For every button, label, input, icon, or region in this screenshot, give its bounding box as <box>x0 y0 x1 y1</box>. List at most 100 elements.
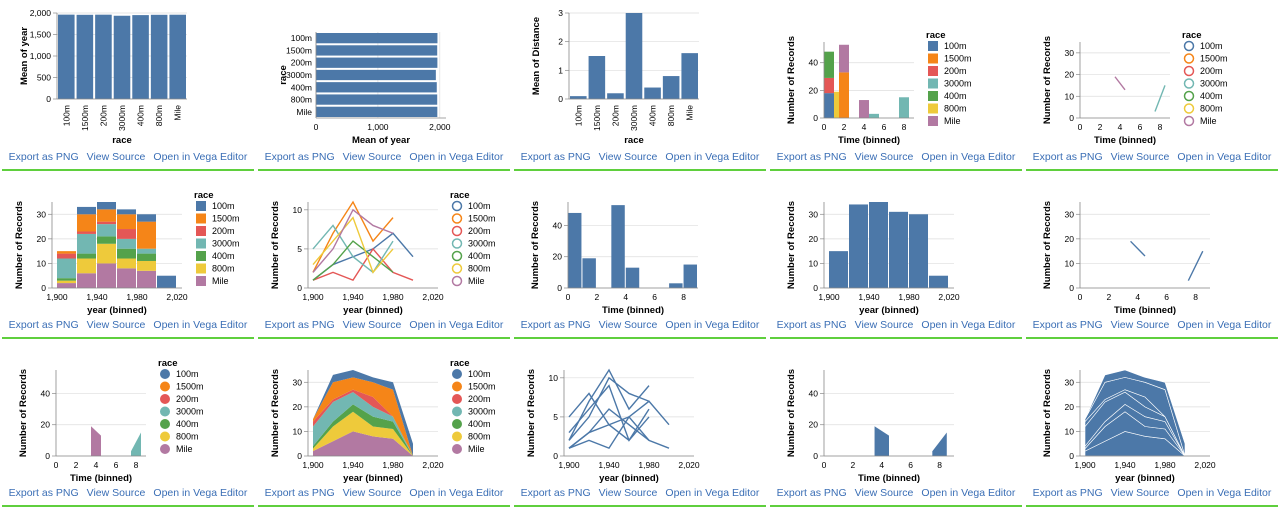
view-source-link[interactable]: View Source <box>854 151 914 163</box>
view-source-link[interactable]: View Source <box>598 487 658 499</box>
x-tick-label: 2 <box>842 122 847 132</box>
series-line <box>568 400 670 449</box>
legend-label: 200m <box>212 226 235 236</box>
open-vega-editor-link[interactable]: Open in Vega Editor <box>153 319 248 331</box>
x-tick-label: 1,940 <box>1114 460 1136 470</box>
open-vega-editor-link[interactable]: Open in Vega Editor <box>1177 487 1272 499</box>
open-vega-editor-link[interactable]: Open in Vega Editor <box>921 487 1016 499</box>
legend-swatch <box>1183 53 1195 64</box>
legend-label: Mile <box>176 444 193 454</box>
view-source-link[interactable]: View Source <box>598 319 658 331</box>
legend-label: Mile <box>1200 116 1217 126</box>
bar <box>95 14 112 99</box>
series-line <box>1114 76 1126 91</box>
y-tick-label: 20 <box>41 420 51 430</box>
y-tick-label: 0 <box>297 283 302 293</box>
x-tick-label: 1,980 <box>1154 460 1176 470</box>
chart-svg: 0 1,000 2,000 100m 1500m 200m 3000m 400m 800m Mil… <box>278 32 451 146</box>
open-vega-editor-link[interactable]: Open in Vega Editor <box>665 487 760 499</box>
open-vega-editor-link[interactable]: Open in Vega Editor <box>1177 151 1272 163</box>
open-vega-editor-link[interactable]: Open in Vega Editor <box>153 487 248 499</box>
chart-svg: 0 5 10 1,900 1,940 1,980 2,020 year (binned) Num… <box>526 368 700 484</box>
y-tick-label: 0 <box>553 451 558 461</box>
y-axis-title: Number of Records <box>526 369 537 457</box>
legend-label: 800m <box>468 264 491 274</box>
legend-title: race <box>926 30 946 41</box>
export-png-link[interactable]: Export as PNG <box>520 151 591 163</box>
x-tick-label: 1,900 <box>558 460 580 470</box>
export-png-link[interactable]: Export as PNG <box>776 487 847 499</box>
bar <box>829 251 848 288</box>
view-source-link[interactable]: View Source <box>1110 487 1170 499</box>
y-tick-label: 20 <box>809 85 819 95</box>
export-png-link[interactable]: Export as PNG <box>264 319 335 331</box>
open-vega-editor-link[interactable]: Open in Vega Editor <box>1177 319 1272 331</box>
x-tick-label: 8 <box>134 460 139 470</box>
legend-title: race <box>158 358 178 369</box>
open-vega-editor-link[interactable]: Open in Vega Editor <box>409 319 504 331</box>
export-png-link[interactable]: Export as PNG <box>264 151 335 163</box>
view-source-link[interactable]: View Source <box>1110 151 1170 163</box>
export-png-link[interactable]: Export as PNG <box>8 319 79 331</box>
view-source-link[interactable]: View Source <box>342 487 402 499</box>
open-vega-editor-link[interactable]: Open in Vega Editor <box>921 151 1016 163</box>
legend-swatch <box>196 226 206 236</box>
x-tick-label: 2,000 <box>429 122 451 132</box>
series-line <box>312 208 394 273</box>
legend-title: race <box>1182 30 1202 41</box>
view-source-link[interactable]: View Source <box>598 151 658 163</box>
legend-swatch <box>160 381 170 392</box>
export-png-link[interactable]: Export as PNG <box>1032 151 1103 163</box>
export-png-link[interactable]: Export as PNG <box>520 319 591 331</box>
export-png-link[interactable]: Export as PNG <box>8 487 79 499</box>
y-axis-title: Mean of year <box>19 27 30 85</box>
x-axis-title: race <box>624 135 644 146</box>
legend-label: 800m <box>212 264 235 274</box>
y-tick-label: 1,000 <box>30 51 52 61</box>
open-vega-editor-link[interactable]: Open in Vega Editor <box>409 487 504 499</box>
view-source-link[interactable]: View Source <box>1110 319 1170 331</box>
open-vega-editor-link[interactable]: Open in Vega Editor <box>921 319 1016 331</box>
view-source-link[interactable]: View Source <box>854 319 914 331</box>
open-vega-editor-link[interactable]: Open in Vega Editor <box>409 151 504 163</box>
y-tick-label: 1,500 <box>30 30 52 40</box>
open-vega-editor-link[interactable]: Open in Vega Editor <box>665 151 760 163</box>
view-source-link[interactable]: View Source <box>86 151 146 163</box>
view-source-link[interactable]: View Source <box>342 151 402 163</box>
open-vega-editor-link[interactable]: Open in Vega Editor <box>153 151 248 163</box>
x-tick-label: 0 <box>1078 292 1083 302</box>
stacked-bar-segment <box>57 280 76 284</box>
bar <box>607 93 624 99</box>
series-line <box>568 368 650 441</box>
legend-swatch <box>160 431 170 442</box>
y-tick-label: 2 <box>558 37 563 47</box>
chart-actions: Export as PNG View Source Open in Vega Edi… <box>512 151 768 163</box>
export-png-link[interactable]: Export as PNG <box>776 151 847 163</box>
legend-swatch <box>1183 40 1195 52</box>
export-png-link[interactable]: Export as PNG <box>1032 487 1103 499</box>
open-vega-editor-link[interactable]: Open in Vega Editor <box>665 319 760 331</box>
y-tick-label: 1500m <box>286 45 312 55</box>
x-axis-title: race <box>112 135 132 146</box>
x-axis-title: Time (binned) <box>1114 305 1176 316</box>
x-tick-label: 2,020 <box>422 460 444 470</box>
view-source-link[interactable]: View Source <box>86 319 146 331</box>
export-png-link[interactable]: Export as PNG <box>8 151 79 163</box>
y-tick-label: 20 <box>293 402 303 412</box>
export-png-link[interactable]: Export as PNG <box>264 487 335 499</box>
view-source-link[interactable]: View Source <box>342 319 402 331</box>
bar <box>909 214 928 288</box>
area-shape <box>91 426 101 456</box>
chart-svg: 0 500 1,000 1,500 2,000 100m 1500m 200m 3000m 400… <box>19 8 187 146</box>
legend-swatch <box>928 116 938 126</box>
export-png-link[interactable]: Export as PNG <box>1032 319 1103 331</box>
stacked-area-layer <box>313 411 413 456</box>
export-png-link[interactable]: Export as PNG <box>776 319 847 331</box>
area-shape <box>131 432 141 456</box>
bar <box>316 82 437 93</box>
view-source-link[interactable]: View Source <box>854 487 914 499</box>
y-tick-label: 30 <box>293 377 303 387</box>
export-png-link[interactable]: Export as PNG <box>520 487 591 499</box>
x-tick-label: 8 <box>902 122 907 132</box>
view-source-link[interactable]: View Source <box>86 487 146 499</box>
